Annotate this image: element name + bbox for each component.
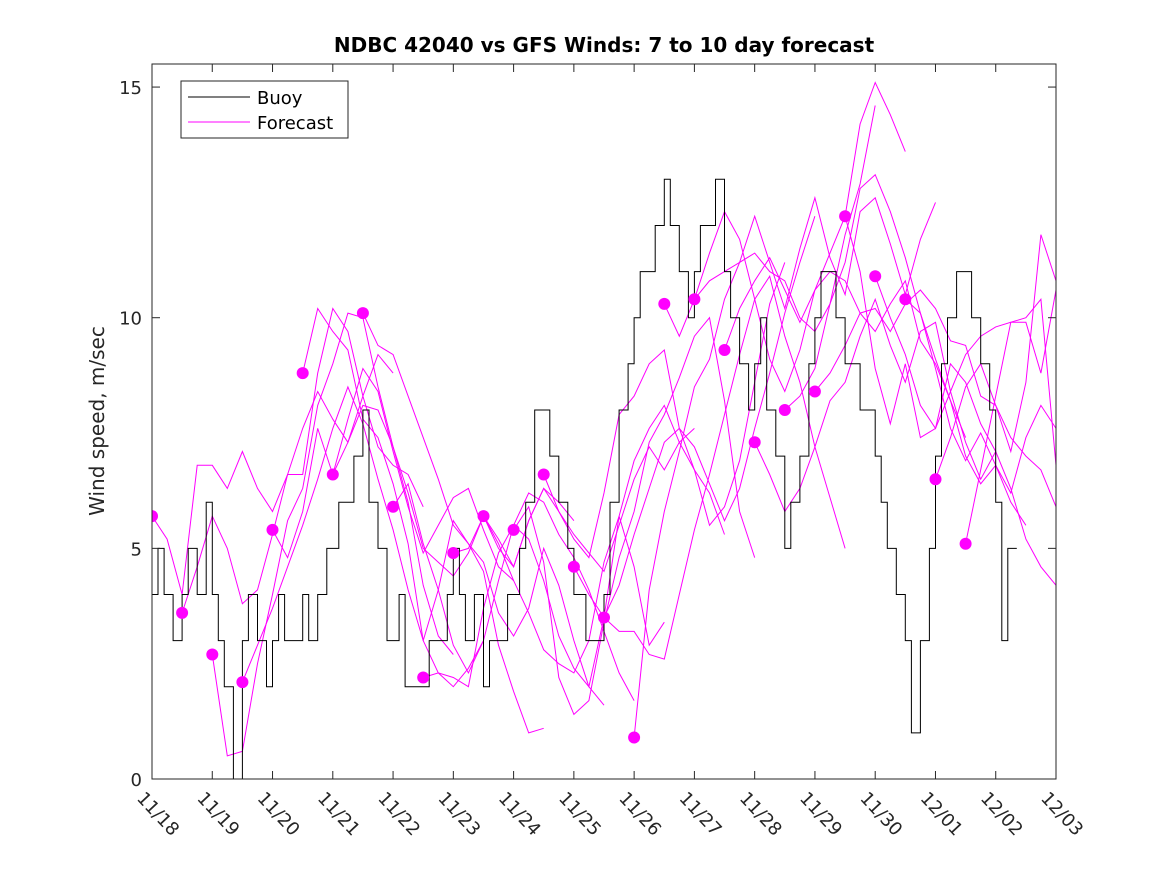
forecast-point-11 (447, 547, 460, 559)
forecast-line-6 (302, 307, 544, 734)
forecast-point-13 (507, 523, 520, 536)
forecast-line-16 (603, 274, 846, 660)
forecast-point-22 (778, 404, 791, 416)
forecast-line-18 (663, 81, 906, 393)
chart-title: NDBC 42040 vs GFS Winds: 7 to 10 day for… (334, 33, 875, 57)
buoy-line (152, 178, 1017, 779)
forecast-point-20 (718, 344, 731, 356)
y-tick-label-10: 10 (119, 309, 142, 330)
forecast-point-3 (206, 648, 219, 661)
forecast-line-8 (362, 312, 605, 706)
forecast-line-5 (272, 367, 514, 581)
forecast-point-14 (537, 468, 550, 481)
forecast-point-23 (808, 385, 821, 398)
legend-forecast-label: Forecast (257, 113, 333, 134)
forecast-line-13 (513, 316, 756, 716)
forecast-point-12 (477, 510, 490, 523)
forecast-point-9 (387, 500, 400, 513)
legend: Buoy Forecast (180, 80, 349, 139)
forecast-line-11 (453, 428, 695, 573)
forecast-line-1 (152, 353, 394, 595)
forecast-point-16 (598, 611, 610, 624)
forecast-point-27 (929, 473, 942, 486)
forecast-point-17 (628, 731, 641, 744)
forecast-point-26 (899, 293, 912, 306)
forecast-point-28 (959, 537, 972, 550)
forecast-point-10 (417, 671, 430, 684)
forecast-point-7 (326, 468, 339, 481)
forecast-line-26 (904, 298, 1056, 495)
forecast-point-1 (152, 510, 158, 523)
legend-buoy-label: Buoy (257, 88, 303, 109)
forecast-line-28 (965, 298, 1056, 544)
forecast-point-19 (688, 293, 701, 306)
plot-area (152, 64, 1056, 779)
forecast-line-14 (543, 262, 786, 559)
forecast-point-5 (266, 523, 279, 536)
forecast-line-25 (874, 276, 1056, 430)
y-tick-label-15: 15 (119, 78, 142, 99)
forecast-point-6 (296, 367, 309, 380)
forecast-line-17 (633, 105, 876, 738)
forecast-line-15 (573, 216, 816, 619)
forecast-line-21 (754, 297, 997, 513)
forecast-line-27 (935, 234, 1056, 480)
y-axis-label: Wind speed, m/sec (85, 326, 109, 516)
forecast-line-10 (423, 515, 665, 688)
y-tick-label-0: 0 (131, 770, 142, 791)
forecast-line-23 (814, 289, 1056, 507)
forecast-line-24 (844, 216, 1056, 586)
forecast-point-4 (236, 676, 249, 689)
legend-box (180, 80, 349, 139)
forecast-point-8 (356, 307, 369, 320)
forecast-line-20 (724, 256, 967, 438)
forecast-point-15 (567, 560, 580, 573)
forecast-point-24 (839, 210, 852, 223)
forecast-point-18 (658, 297, 671, 310)
forecast-line-19 (694, 195, 936, 311)
series-layer (152, 81, 1056, 779)
forecast-line-12 (483, 404, 725, 674)
forecast-point-21 (748, 436, 761, 449)
forecast-point-25 (869, 270, 882, 283)
y-tick-label-5: 5 (131, 539, 142, 560)
axes-box (151, 63, 1057, 780)
forecast-point-2 (176, 606, 189, 619)
forecast-line-3 (211, 312, 454, 757)
